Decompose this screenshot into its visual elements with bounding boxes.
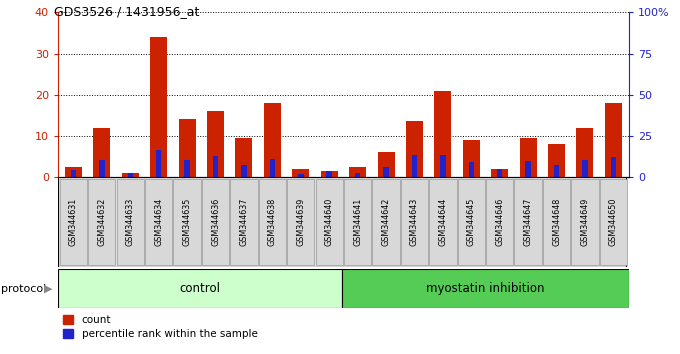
Bar bbox=[321, 171, 338, 177]
Bar bbox=[458, 179, 485, 266]
Text: myostatin inhibition: myostatin inhibition bbox=[426, 282, 545, 295]
Bar bbox=[258, 179, 286, 266]
Text: GSM344645: GSM344645 bbox=[466, 198, 476, 246]
Text: GSM344633: GSM344633 bbox=[126, 198, 135, 246]
Bar bbox=[71, 170, 76, 177]
Text: GSM344632: GSM344632 bbox=[97, 198, 106, 246]
Bar bbox=[384, 167, 389, 177]
Bar bbox=[344, 179, 371, 266]
Bar bbox=[554, 165, 559, 177]
Legend: count, percentile rank within the sample: count, percentile rank within the sample bbox=[63, 315, 258, 339]
Bar bbox=[373, 179, 400, 266]
Bar bbox=[435, 91, 452, 177]
Bar bbox=[156, 150, 161, 177]
Bar bbox=[58, 269, 342, 308]
Bar bbox=[411, 155, 417, 177]
Bar bbox=[65, 167, 82, 177]
Bar bbox=[463, 140, 480, 177]
Text: GSM344644: GSM344644 bbox=[439, 198, 447, 246]
Text: GSM344649: GSM344649 bbox=[581, 198, 590, 246]
Bar bbox=[179, 119, 196, 177]
Bar bbox=[241, 165, 247, 177]
Bar bbox=[355, 173, 360, 177]
Bar bbox=[122, 173, 139, 177]
Bar bbox=[235, 138, 252, 177]
Bar bbox=[287, 179, 314, 266]
Text: GSM344647: GSM344647 bbox=[524, 198, 532, 246]
Text: GSM344638: GSM344638 bbox=[268, 198, 277, 246]
Bar bbox=[548, 144, 565, 177]
Bar bbox=[543, 179, 570, 266]
Bar bbox=[207, 111, 224, 177]
Bar bbox=[316, 179, 343, 266]
Text: GSM344634: GSM344634 bbox=[154, 198, 163, 246]
Bar bbox=[173, 179, 201, 266]
Bar bbox=[150, 37, 167, 177]
Text: GSM344648: GSM344648 bbox=[552, 198, 561, 246]
Text: GSM344650: GSM344650 bbox=[609, 198, 618, 246]
Bar bbox=[401, 179, 428, 266]
Bar bbox=[526, 161, 531, 177]
Bar bbox=[184, 160, 190, 177]
Bar bbox=[93, 127, 110, 177]
Bar bbox=[515, 179, 542, 266]
Bar bbox=[298, 174, 303, 177]
Text: GSM344646: GSM344646 bbox=[495, 198, 504, 246]
Bar bbox=[611, 157, 616, 177]
Bar bbox=[342, 269, 629, 308]
Text: GSM344637: GSM344637 bbox=[239, 198, 248, 246]
Bar bbox=[145, 179, 172, 266]
Text: GSM344643: GSM344643 bbox=[410, 198, 419, 246]
Bar bbox=[469, 162, 474, 177]
Bar bbox=[440, 155, 445, 177]
Bar bbox=[231, 179, 258, 266]
Bar bbox=[406, 121, 423, 177]
Text: GSM344631: GSM344631 bbox=[69, 198, 78, 246]
Text: GDS3526 / 1431956_at: GDS3526 / 1431956_at bbox=[54, 5, 200, 18]
Bar bbox=[497, 169, 503, 177]
Text: GSM344640: GSM344640 bbox=[324, 198, 334, 246]
Bar bbox=[292, 169, 309, 177]
Bar bbox=[213, 156, 218, 177]
Bar bbox=[520, 138, 537, 177]
Bar bbox=[600, 179, 627, 266]
Bar bbox=[326, 171, 332, 177]
Bar bbox=[128, 173, 133, 177]
Bar bbox=[117, 179, 144, 266]
Text: GSM344636: GSM344636 bbox=[211, 198, 220, 246]
Text: protocol: protocol bbox=[1, 284, 47, 293]
Bar bbox=[582, 160, 588, 177]
Bar bbox=[491, 169, 508, 177]
Text: ▶: ▶ bbox=[44, 284, 53, 293]
Text: GSM344642: GSM344642 bbox=[381, 198, 390, 246]
Text: control: control bbox=[180, 282, 220, 295]
Bar bbox=[99, 160, 105, 177]
Text: GSM344639: GSM344639 bbox=[296, 198, 305, 246]
Bar bbox=[264, 103, 281, 177]
Bar bbox=[270, 159, 275, 177]
Text: GSM344641: GSM344641 bbox=[353, 198, 362, 246]
Bar bbox=[571, 179, 598, 266]
Text: GSM344635: GSM344635 bbox=[183, 198, 192, 246]
Bar bbox=[349, 167, 366, 177]
Bar bbox=[577, 127, 594, 177]
Bar bbox=[202, 179, 229, 266]
Bar bbox=[60, 179, 87, 266]
Bar bbox=[429, 179, 456, 266]
Bar bbox=[88, 179, 116, 266]
Bar bbox=[605, 103, 622, 177]
Bar bbox=[486, 179, 513, 266]
Bar bbox=[377, 152, 394, 177]
